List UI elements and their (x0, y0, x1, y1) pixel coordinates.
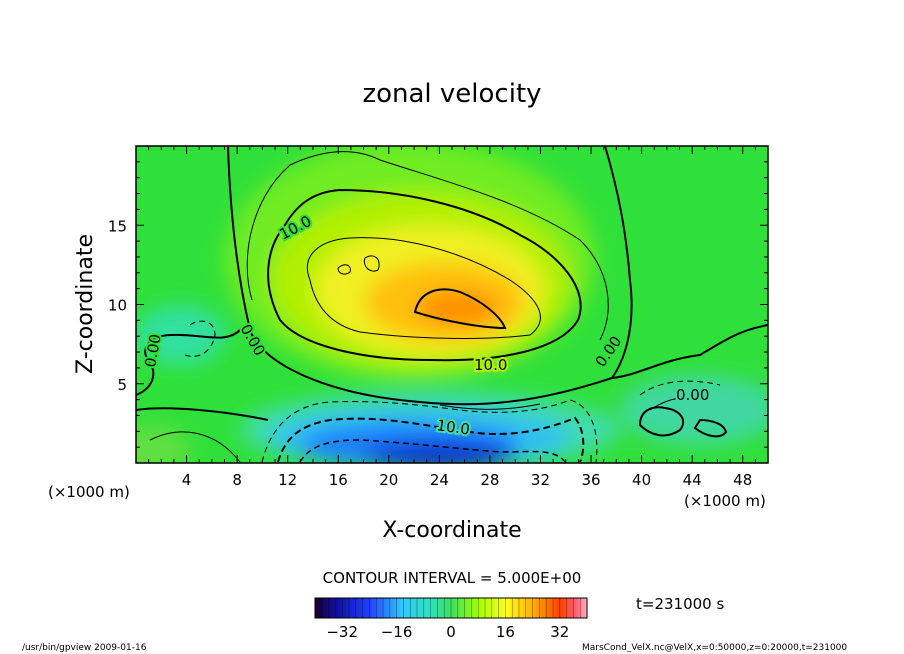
x-tick-label: 28 (480, 471, 499, 489)
y-tick-label: 10 (108, 297, 127, 315)
time-label: t=231000 s (636, 595, 724, 613)
colorbar-tick-label: 32 (550, 623, 569, 641)
y-axis: 5 10 15 (108, 145, 768, 464)
chart-title: zonal velocity (362, 79, 541, 109)
contour-label: 0.00 (676, 386, 709, 404)
x-tick-label: 12 (278, 471, 297, 489)
x-tick-label: 36 (581, 471, 600, 489)
footer-right: MarsCond_VelX.nc@VelX,x=0:50000,z=0:2000… (582, 643, 847, 653)
contour-label: 10.0 (474, 356, 507, 374)
plot-area: 10.0 0.00 0.00 10.0 0.00 0.00 10.0 (136, 146, 768, 463)
colorbar: −32 −16 0 16 32 (314, 597, 588, 641)
colorbar-tick-label: 16 (496, 623, 515, 641)
y-axis-label: Z-coordinate (73, 234, 98, 374)
contour-lines (136, 146, 768, 463)
x-tick-label: 8 (232, 471, 242, 489)
colorbar-tick-label: −16 (381, 623, 413, 641)
contour-interval: CONTOUR INTERVAL = 5.000E+00 (323, 569, 582, 587)
y-tick-label: 5 (117, 376, 127, 394)
x-tick-label: 40 (632, 471, 651, 489)
x-tick-label: 4 (182, 471, 192, 489)
footer-left: /usr/bin/gpview 2009-01-16 (22, 643, 147, 653)
x-tick-label: 32 (531, 471, 550, 489)
x-tick-label: 24 (430, 471, 449, 489)
x-tick-label: 48 (733, 471, 752, 489)
x-axis-unit-left: (×1000 m) (48, 483, 130, 501)
x-axis-unit-right: (×1000 m) (684, 492, 766, 510)
colorbar-tick-label: 0 (446, 623, 456, 641)
x-axis: 4 8 12 16 20 24 28 32 36 40 44 48 (135, 146, 769, 489)
y-tick-label: 15 (108, 217, 127, 235)
x-tick-label: 16 (329, 471, 348, 489)
colorbar-tick-label: −32 (326, 623, 358, 641)
x-tick-label: 20 (379, 471, 398, 489)
x-axis-label: X-coordinate (382, 518, 521, 543)
x-tick-label: 44 (683, 471, 702, 489)
color-field (136, 146, 768, 463)
colorbar-segments: −32 −16 0 16 32 (314, 598, 588, 641)
